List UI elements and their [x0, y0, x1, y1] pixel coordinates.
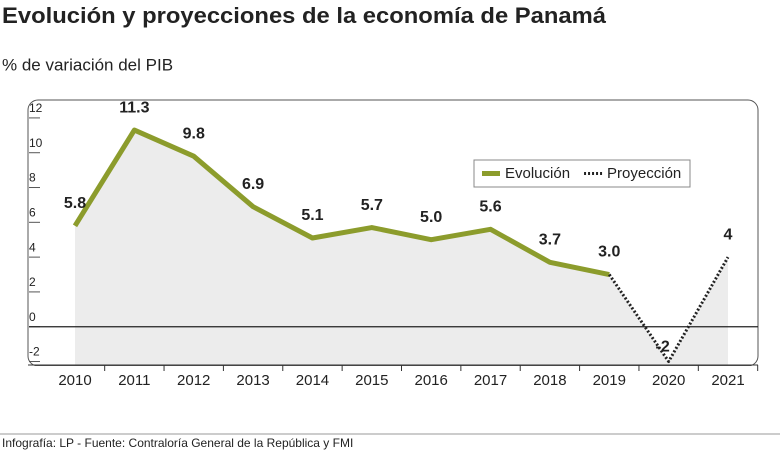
y-tick-label: 8 — [29, 171, 36, 185]
x-tick-label: 2019 — [593, 372, 626, 389]
frame-mask — [20, 366, 770, 396]
value-label: 9.8 — [183, 125, 205, 142]
source-note: Infografía: LP - Fuente: Contraloría Gen… — [2, 436, 353, 450]
series-line — [608, 256, 730, 364]
series-line — [72, 127, 610, 277]
value-label: 5.8 — [64, 195, 86, 212]
y-tick-label: 6 — [29, 205, 36, 219]
x-tick-label: 2015 — [355, 372, 388, 389]
value-label: 3.7 — [539, 232, 561, 249]
legend: Evolución Proyección — [473, 159, 691, 188]
x-tick-label: 2011 — [118, 372, 150, 389]
value-label: -2 — [656, 339, 670, 356]
x-tick-label: 2010 — [58, 372, 91, 389]
chart-subtitle: % de variación del PIB — [2, 55, 173, 74]
y-tick-label: 12 — [29, 101, 43, 115]
value-label: 4 — [724, 226, 733, 243]
y-tick-label: 4 — [29, 240, 36, 254]
y-tick-label: 2 — [29, 275, 36, 289]
x-tick-label: 2020 — [652, 372, 685, 389]
x-tick-label: 2014 — [296, 372, 329, 389]
y-tick-label: -2 — [29, 345, 40, 359]
value-label: 5.0 — [420, 209, 442, 226]
y-tick-label: 0 — [29, 310, 36, 324]
legend-label: Proyección — [607, 165, 681, 182]
x-tick-label: 2017 — [474, 372, 507, 389]
value-label: 11.3 — [119, 99, 149, 116]
value-label: 6.9 — [242, 176, 264, 193]
x-tick-label: 2018 — [533, 372, 566, 389]
value-label: 5.6 — [479, 198, 501, 215]
y-tick-label: 10 — [29, 136, 43, 150]
value-label: 5.1 — [301, 207, 323, 224]
x-tick-label: 2016 — [414, 372, 447, 389]
area-fill — [75, 130, 728, 365]
x-tick-label: 2013 — [236, 372, 269, 389]
x-tick-label: 2012 — [177, 372, 210, 389]
chart-title: Evolución y proyecciones de la economía … — [2, 3, 607, 28]
x-tick-label: 2021 — [711, 372, 744, 389]
legend-label: Evolución — [505, 165, 570, 182]
value-label: 3.0 — [598, 244, 620, 261]
value-label: 5.7 — [361, 197, 383, 214]
legend-box — [473, 159, 691, 188]
